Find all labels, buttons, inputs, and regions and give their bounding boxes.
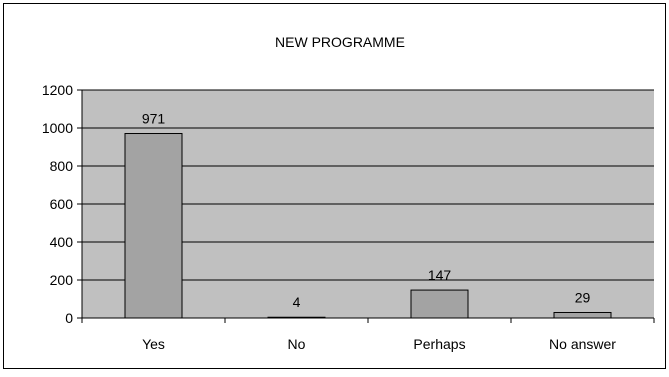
x-tick-label: No answer [549,336,616,352]
plot-area: 0 200 400 600 800 1000 1200 971 Yes 4 No 147 Perhaps… [42,82,655,352]
x-tick-label: Perhaps [413,336,465,352]
data-label: 147 [428,267,452,283]
bar-yes [124,133,183,319]
y-tick-label: 1000 [42,120,73,136]
y-tick-label: 800 [50,158,74,174]
bar-no [267,316,326,319]
data-label: 4 [293,294,301,310]
data-label: 29 [575,289,591,305]
y-tick-label: 400 [50,234,74,250]
y-tick-label: 1200 [42,82,73,98]
x-tick-label: Yes [142,336,165,352]
y-tick-label: 0 [65,310,73,326]
y-tick-label: 600 [50,196,74,212]
chart-title: NEW PROGRAMME [275,34,405,50]
bar-perhaps [410,289,469,319]
x-tick-label: No [288,336,306,352]
y-tick-label: 200 [50,272,74,288]
bar-no-answer [553,311,612,319]
data-label: 971 [142,111,166,127]
